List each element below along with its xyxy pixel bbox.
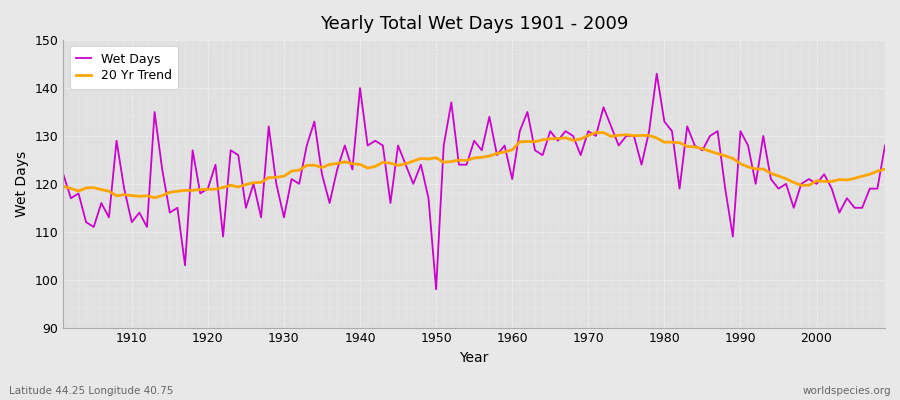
Wet Days xyxy=(431,287,442,292)
Wet Days xyxy=(332,167,343,172)
Wet Days xyxy=(652,71,662,76)
X-axis label: Year: Year xyxy=(460,351,489,365)
Wet Days xyxy=(515,129,526,134)
Legend: Wet Days, 20 Yr Trend: Wet Days, 20 Yr Trend xyxy=(69,46,178,89)
Y-axis label: Wet Days: Wet Days xyxy=(15,151,29,217)
20 Yr Trend xyxy=(613,133,624,138)
20 Yr Trend xyxy=(515,140,526,144)
Text: Latitude 44.25 Longitude 40.75: Latitude 44.25 Longitude 40.75 xyxy=(9,386,174,396)
Text: worldspecies.org: worldspecies.org xyxy=(803,386,891,396)
Wet Days xyxy=(606,124,616,129)
Wet Days xyxy=(58,172,68,177)
20 Yr Trend xyxy=(507,148,517,152)
20 Yr Trend xyxy=(293,168,304,172)
Line: Wet Days: Wet Days xyxy=(63,74,885,289)
20 Yr Trend xyxy=(339,160,350,164)
20 Yr Trend xyxy=(590,130,601,135)
Wet Days xyxy=(879,143,890,148)
20 Yr Trend xyxy=(879,167,890,172)
20 Yr Trend xyxy=(149,195,160,200)
20 Yr Trend xyxy=(58,184,68,189)
Wet Days xyxy=(507,177,517,182)
Wet Days xyxy=(286,177,297,182)
20 Yr Trend xyxy=(119,192,130,197)
Wet Days xyxy=(119,186,130,191)
Line: 20 Yr Trend: 20 Yr Trend xyxy=(63,132,885,198)
Title: Yearly Total Wet Days 1901 - 2009: Yearly Total Wet Days 1901 - 2009 xyxy=(320,15,628,33)
